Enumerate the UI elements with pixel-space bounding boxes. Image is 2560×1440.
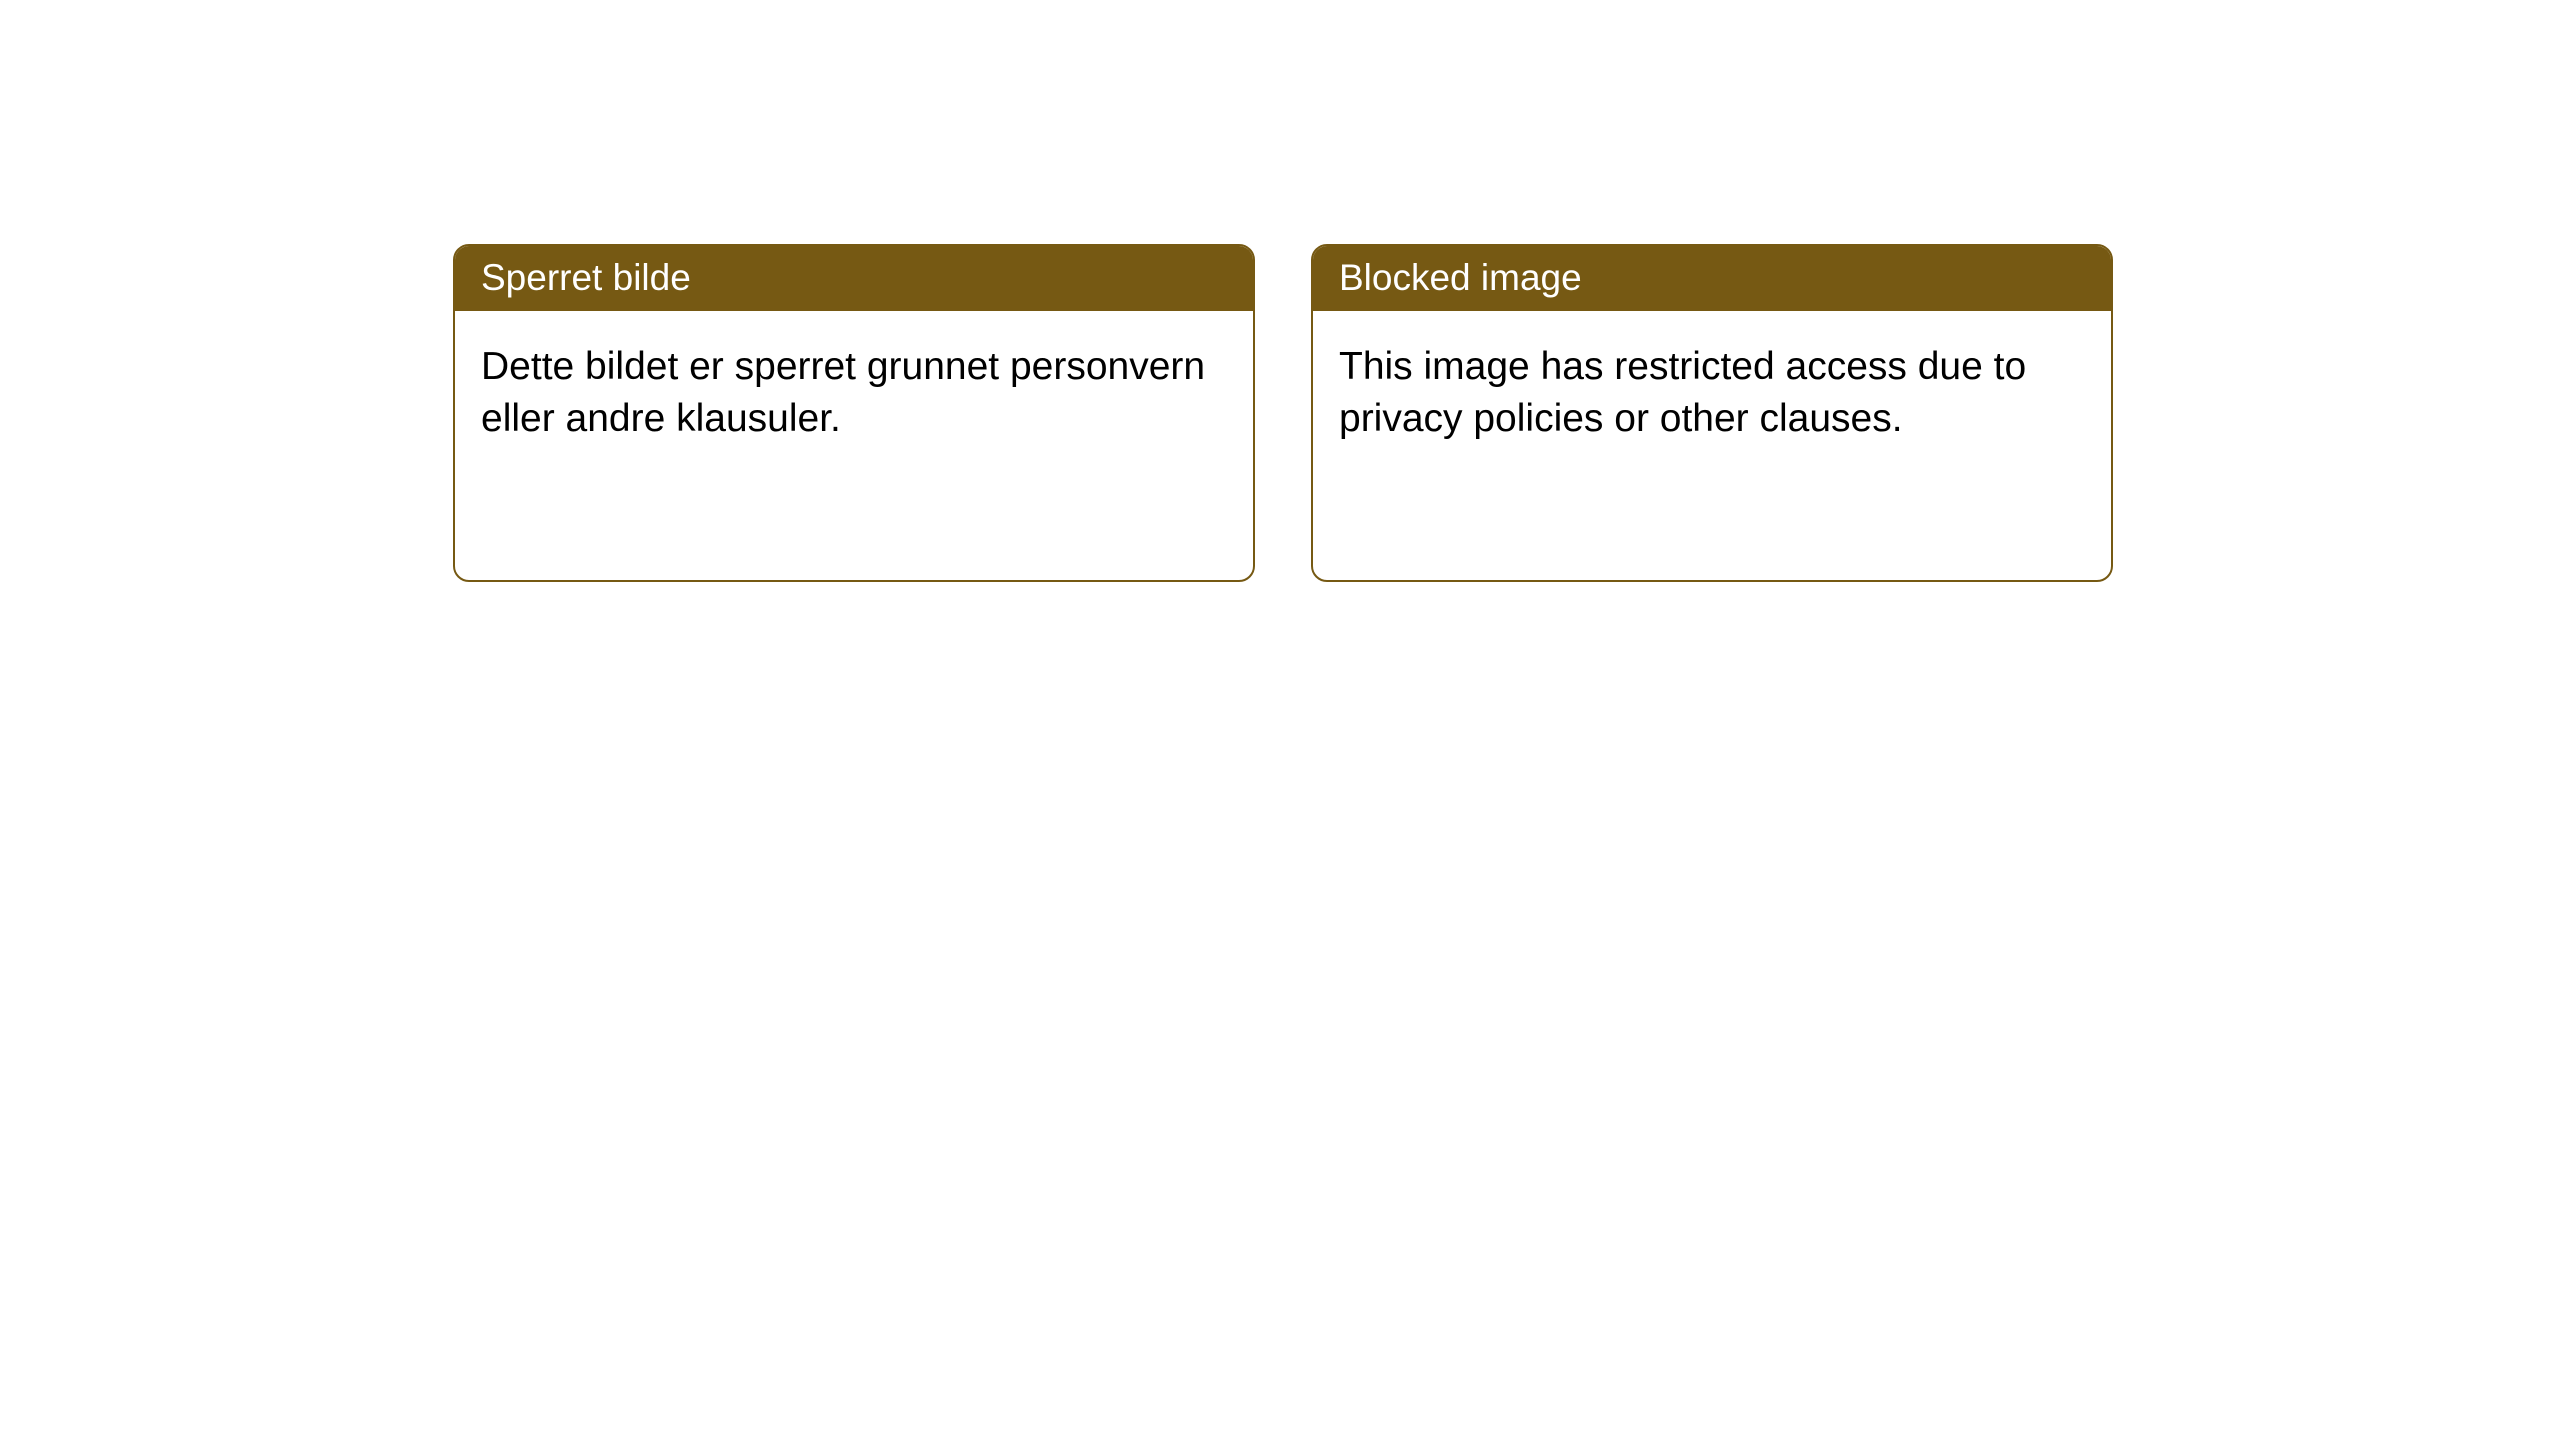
blocked-image-card-english: Blocked image This image has restricted … <box>1311 244 2113 582</box>
card-body: Dette bildet er sperret grunnet personve… <box>455 311 1253 475</box>
card-header: Blocked image <box>1313 246 2111 311</box>
blocked-image-card-norwegian: Sperret bilde Dette bildet er sperret gr… <box>453 244 1255 582</box>
blocked-image-cards-container: Sperret bilde Dette bildet er sperret gr… <box>453 244 2113 582</box>
card-body: This image has restricted access due to … <box>1313 311 2111 475</box>
card-header: Sperret bilde <box>455 246 1253 311</box>
